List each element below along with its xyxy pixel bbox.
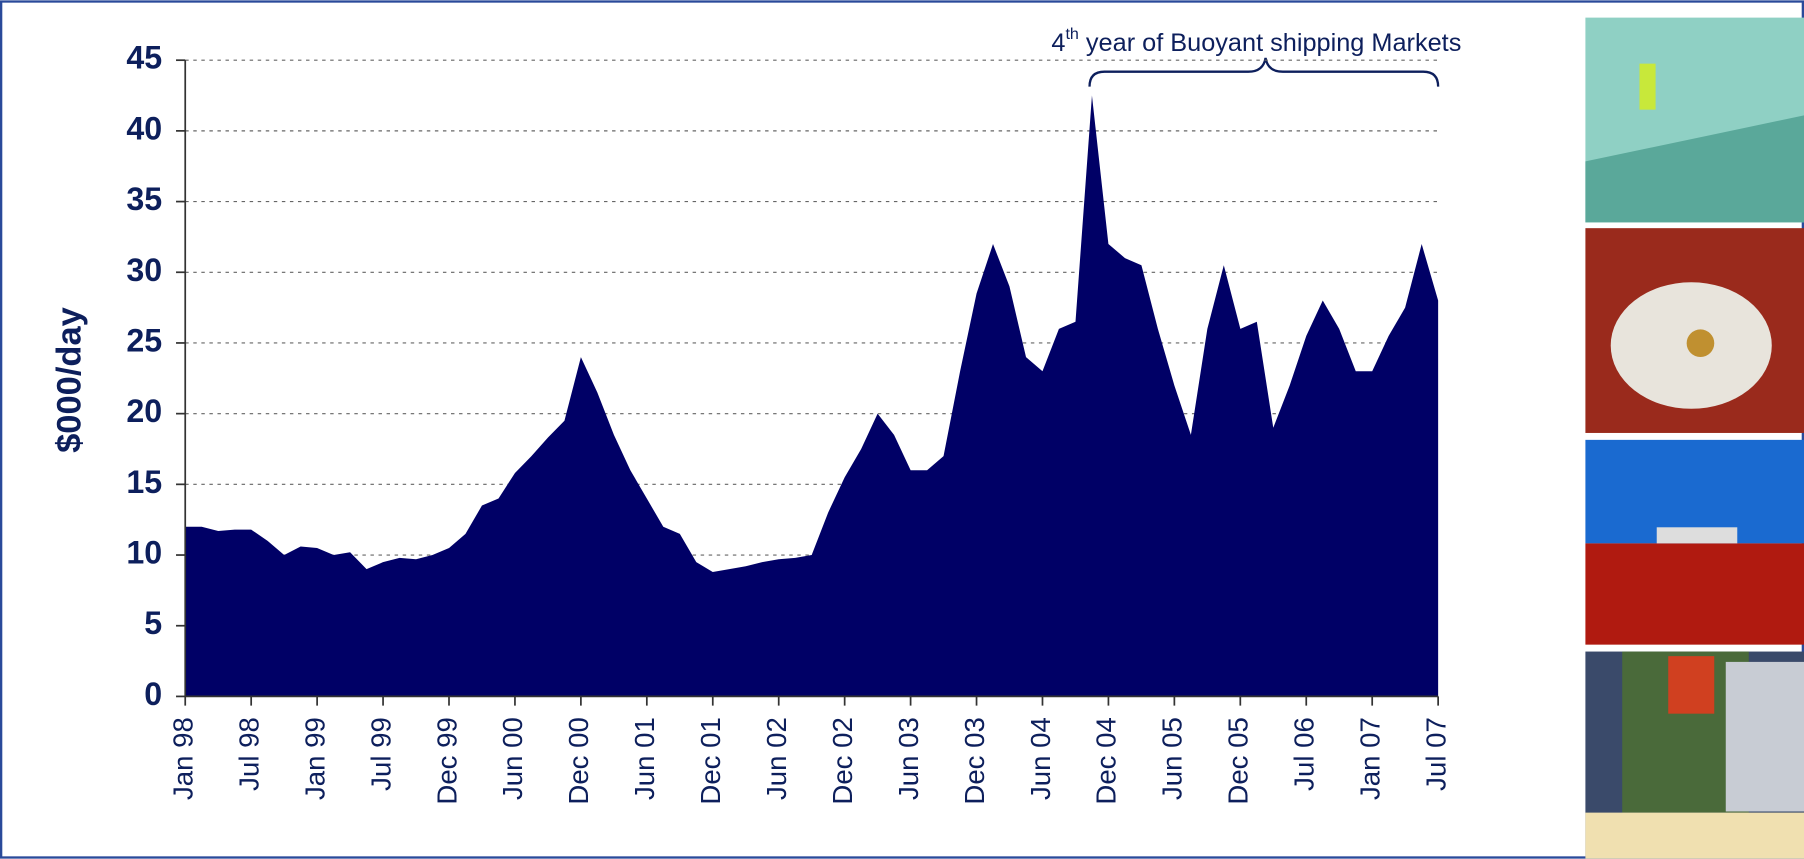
x-tick-label: Jan 07: [1354, 717, 1385, 800]
x-tick-label: Jun 00: [497, 717, 528, 800]
y-tick-label: 30: [126, 252, 162, 288]
y-tick-label: 10: [126, 535, 162, 571]
annotation: 4th year of Buoyant shipping Markets: [1051, 25, 1461, 57]
x-tick-label: Jun 04: [1025, 717, 1056, 800]
x-tick-label: Jun 03: [893, 717, 924, 800]
y-tick-label: 5: [144, 605, 162, 641]
x-tick-label: Dec 04: [1091, 717, 1122, 804]
y-tick-label: 20: [126, 393, 162, 429]
y-axis-label: $000/day: [50, 307, 88, 453]
x-tick-label: Jan 98: [168, 717, 199, 800]
photos: [1585, 17, 1804, 859]
annotation-brace: [1088, 57, 1440, 87]
x-tick-label: Dec 00: [563, 717, 594, 804]
x-tick-label: Jun 02: [761, 717, 792, 800]
x-tick-label: Jan 99: [299, 717, 330, 800]
x-tick-label: Dec 05: [1223, 717, 1254, 804]
annotation-superscript: th: [1065, 25, 1078, 43]
x-tick-label: Jun 01: [629, 717, 660, 800]
x-tick-label: Jul 98: [233, 717, 264, 791]
x-tick-label: Dec 02: [827, 717, 858, 804]
x-tick-label: Jul 06: [1289, 717, 1320, 791]
x-tick-label: Jun 05: [1157, 717, 1188, 800]
x-tick-label: Jul 07: [1420, 717, 1451, 791]
x-tick-label: Dec 01: [695, 717, 726, 804]
y-tick-label: 40: [126, 110, 162, 146]
y-tick-label: 15: [126, 464, 162, 500]
annotation-number: 4: [1051, 29, 1065, 57]
y-tick-label: 35: [126, 181, 162, 217]
x-tick-label: Jul 99: [365, 717, 396, 791]
annotation-text: year of Buoyant shipping Markets: [1079, 29, 1461, 57]
y-tick-label: 45: [126, 40, 162, 76]
x-tick-label: Dec 99: [431, 717, 462, 804]
x-tick-label: Dec 03: [959, 717, 990, 804]
y-tick-label: 25: [126, 322, 162, 358]
area: [185, 95, 1439, 697]
y-tick-label: 0: [144, 676, 162, 712]
